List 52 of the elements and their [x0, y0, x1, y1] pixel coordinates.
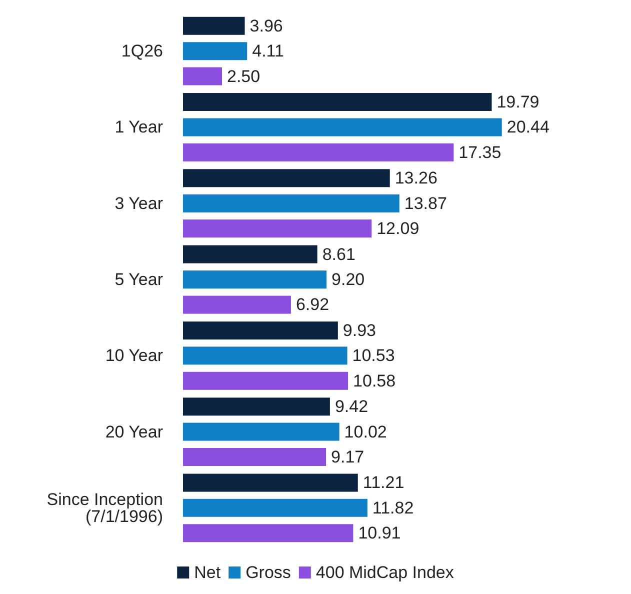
data-label: 6.92 [296, 295, 330, 314]
bar [183, 422, 340, 441]
bar [183, 448, 326, 466]
y-tick-label: 20 Year [105, 422, 164, 442]
legend-label: Net [194, 563, 221, 582]
y-tick-label: 1 Year [114, 118, 164, 137]
bar [183, 118, 502, 136]
data-label: 10.58 [353, 371, 396, 390]
data-label: 10.91 [358, 524, 401, 543]
bar [183, 42, 248, 60]
bar [183, 16, 245, 35]
bar [183, 194, 400, 212]
bar [183, 296, 291, 314]
bar [183, 67, 222, 86]
bar [183, 398, 330, 416]
bar [183, 372, 348, 390]
bar [183, 474, 358, 492]
data-label: 13.26 [394, 168, 438, 188]
data-label: 3.96 [250, 16, 283, 36]
bar [183, 143, 454, 162]
y-tick-label: 1Q26 [121, 42, 163, 61]
data-label: 11.21 [362, 473, 404, 492]
data-label: 11.82 [372, 498, 414, 518]
data-label: 19.79 [496, 92, 540, 112]
data-label: 2.50 [227, 66, 260, 86]
data-label: 10.53 [352, 346, 395, 366]
bar [183, 245, 318, 264]
bar [183, 346, 348, 365]
data-label: 9.20 [332, 270, 365, 289]
bar [183, 321, 338, 340]
y-tick-label: 10 Year [105, 346, 164, 366]
bar [183, 93, 492, 112]
y-tick-label: Since Inception (7/1/1996) [46, 490, 163, 526]
data-label: 10.02 [344, 422, 387, 442]
data-label: 9.93 [342, 320, 376, 340]
bar [183, 220, 372, 238]
data-label: 17.35 [458, 142, 502, 162]
data-label: 4.11 [252, 42, 284, 61]
bar [183, 498, 368, 517]
y-tick-label: 3 Year [114, 194, 164, 213]
bar [183, 169, 390, 188]
data-label: 13.87 [404, 194, 447, 213]
bar [183, 270, 327, 288]
data-label: 12.09 [376, 219, 420, 238]
legend-label: Gross [246, 563, 291, 582]
legend-label: 400 MidCap Index [316, 563, 454, 582]
data-label: 9.17 [331, 447, 364, 466]
data-label: 9.42 [334, 397, 368, 416]
y-tick-label: 5 Year [114, 270, 164, 289]
data-label: 20.44 [506, 118, 550, 137]
data-label: 8.61 [322, 244, 356, 264]
bar [183, 524, 354, 542]
